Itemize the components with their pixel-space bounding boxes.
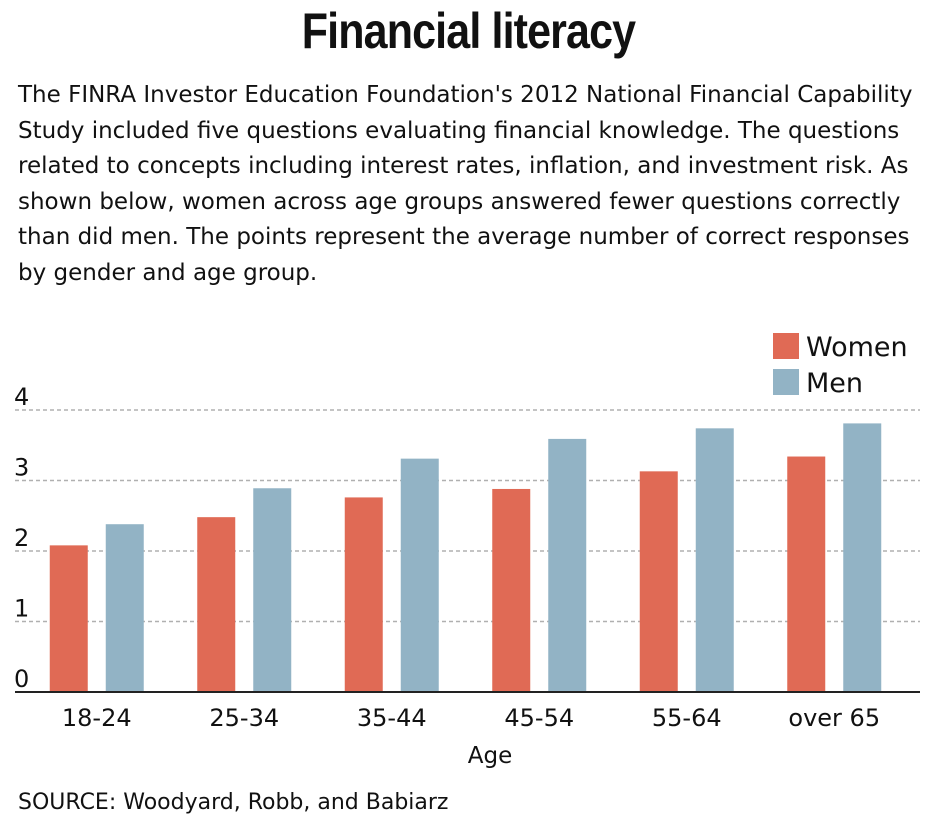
chart-description: The FINRA Investor Education Foundation'… — [18, 82, 913, 286]
legend-label-women: Women — [806, 332, 908, 363]
bar-men-45-54 — [548, 438, 587, 692]
x-category-label: 25-34 — [209, 704, 279, 732]
bars — [49, 423, 882, 692]
y-tick-label: 0 — [14, 665, 29, 693]
bar-women-55-64 — [639, 471, 678, 692]
bar-women-35-44 — [344, 497, 383, 692]
bar-men-35-44 — [400, 458, 439, 692]
x-axis-label: Age — [468, 743, 512, 769]
legend-label-men: Men — [806, 368, 863, 399]
bar-women-45-54 — [492, 488, 531, 692]
legend: Women Men — [773, 332, 908, 399]
y-tick-label: 2 — [14, 524, 29, 552]
bar-men-18-24 — [105, 524, 144, 692]
x-category-labels: 18-24 25-34 35-44 45-54 55-64 over 65 — [62, 704, 880, 732]
x-category-label: 45-54 — [504, 704, 574, 732]
x-category-label: over 65 — [788, 704, 880, 732]
bar-chart: 0 1 2 3 4 18-24 25-34 35-44 45-54 55-64 over 65 A… — [14, 332, 920, 769]
y-tick-label: 3 — [14, 454, 29, 482]
x-category-label: 35-44 — [357, 704, 427, 732]
bar-women-18-24 — [49, 545, 88, 692]
y-tick-label: 4 — [14, 383, 29, 411]
bar-men-over-65 — [843, 423, 882, 692]
x-category-label: 18-24 — [62, 704, 132, 732]
bar-men-55-64 — [695, 428, 734, 692]
page-title: Financial literacy — [301, 3, 636, 59]
source-note: SOURCE: Woodyard, Robb, and Babiarz — [18, 790, 449, 815]
legend-swatch-women — [773, 333, 799, 359]
bar-men-25-34 — [253, 488, 292, 692]
legend-swatch-men — [773, 369, 799, 395]
x-category-label: 55-64 — [652, 704, 722, 732]
bar-women-over-65 — [787, 456, 826, 692]
bar-women-25-34 — [197, 517, 236, 692]
gridlines — [15, 409, 920, 623]
y-tick-label: 1 — [14, 595, 29, 623]
y-tick-labels: 0 1 2 3 4 — [14, 383, 29, 693]
